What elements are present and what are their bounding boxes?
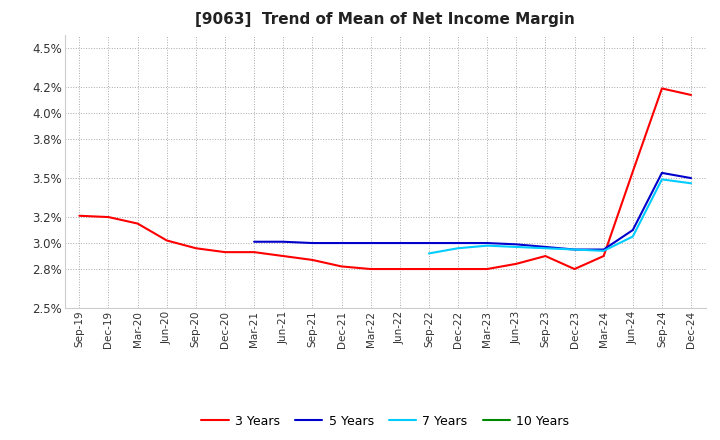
5 Years: [570, 247, 579, 252]
Line: 7 Years: 7 Years: [429, 180, 691, 253]
5 Years: [541, 244, 550, 249]
3 Years: [163, 238, 171, 243]
5 Years: [657, 170, 666, 176]
5 Years: [629, 227, 637, 233]
5 Years: [425, 240, 433, 246]
3 Years: [250, 249, 258, 255]
3 Years: [541, 253, 550, 259]
5 Years: [308, 240, 317, 246]
3 Years: [337, 264, 346, 269]
3 Years: [133, 221, 142, 226]
5 Years: [279, 239, 287, 244]
7 Years: [541, 246, 550, 251]
Legend: 3 Years, 5 Years, 7 Years, 10 Years: 3 Years, 5 Years, 7 Years, 10 Years: [196, 410, 575, 433]
7 Years: [657, 177, 666, 182]
3 Years: [483, 266, 492, 271]
3 Years: [629, 169, 637, 174]
3 Years: [657, 86, 666, 91]
3 Years: [192, 246, 200, 251]
Line: 5 Years: 5 Years: [254, 173, 691, 249]
7 Years: [425, 251, 433, 256]
7 Years: [687, 181, 696, 186]
7 Years: [570, 247, 579, 252]
3 Years: [75, 213, 84, 218]
7 Years: [599, 248, 608, 253]
5 Years: [483, 240, 492, 246]
5 Years: [512, 242, 521, 247]
3 Years: [425, 266, 433, 271]
5 Years: [687, 176, 696, 181]
3 Years: [104, 214, 113, 220]
5 Years: [395, 240, 404, 246]
Title: [9063]  Trend of Mean of Net Income Margin: [9063] Trend of Mean of Net Income Margi…: [195, 12, 575, 27]
3 Years: [687, 92, 696, 98]
7 Years: [454, 246, 462, 251]
7 Years: [512, 244, 521, 249]
7 Years: [483, 243, 492, 248]
3 Years: [454, 266, 462, 271]
5 Years: [250, 239, 258, 244]
5 Years: [366, 240, 375, 246]
3 Years: [512, 261, 521, 267]
Line: 3 Years: 3 Years: [79, 88, 691, 269]
3 Years: [308, 257, 317, 263]
3 Years: [366, 266, 375, 271]
3 Years: [599, 253, 608, 259]
3 Years: [279, 253, 287, 259]
5 Years: [599, 247, 608, 252]
5 Years: [337, 240, 346, 246]
5 Years: [454, 240, 462, 246]
3 Years: [570, 266, 579, 271]
7 Years: [629, 234, 637, 239]
3 Years: [395, 266, 404, 271]
3 Years: [220, 249, 229, 255]
